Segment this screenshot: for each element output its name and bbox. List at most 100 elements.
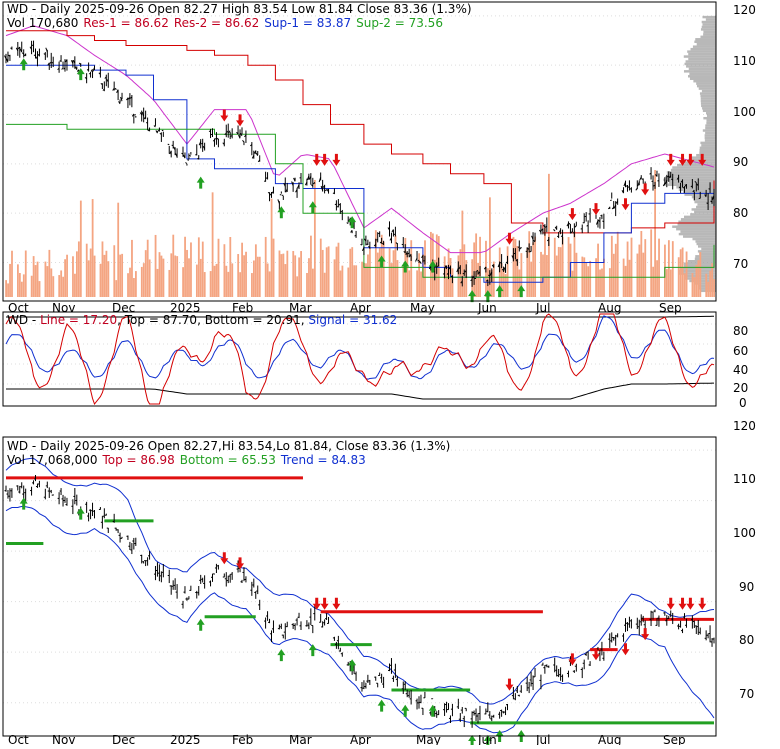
volume-bar [168,270,170,297]
volume-bar [625,266,627,297]
price-panel-title: WD - Daily 2025-09-26 Open 82.27 High 83… [7,2,472,16]
month-label: Feb [232,301,253,315]
profile-bar [701,100,716,102]
volume-bar [631,238,633,297]
volume-bar [314,180,316,297]
profile-bar [686,60,716,62]
profile-bar [701,144,716,146]
volume-bar [102,241,104,297]
volume-bar [229,237,231,297]
volume-bar [697,260,699,297]
profile-bar [706,18,716,20]
volume-bar [383,242,385,297]
profile-bar [695,258,716,260]
volume-bar [225,266,227,297]
volume-bar [159,252,161,297]
volume-bar [548,174,550,297]
volume-bar [656,260,658,297]
volume-bar [534,237,536,297]
profile-bar [684,70,716,72]
osc-tick: 80 [733,324,748,338]
profile-bar [683,235,716,237]
volume-bar [161,256,163,297]
profile-bar [705,127,716,129]
volume-bar [253,260,255,297]
profile-bar [700,92,716,94]
volume-bar [696,265,698,297]
month-label: Feb [232,733,253,745]
profile-bar [689,73,716,75]
oscillator-panel-title: WD - Line = 17.20, Top = 87.70, Bottom =… [7,313,397,327]
profile-bar [684,216,716,218]
volume-bar [202,242,204,297]
volume-bar [597,244,599,297]
volume-bar [78,241,80,297]
profile-bar [705,124,716,126]
month-label: Mar [289,301,312,315]
volume-bar [90,249,92,297]
volume-bar [599,270,601,297]
volume-bar [224,244,226,297]
volume-bar [638,245,640,297]
trend-tick: 70 [739,687,754,701]
volume-bar [589,261,591,297]
profile-bar [667,174,716,176]
month-label: Dec [112,733,135,745]
volume-bar [361,262,363,297]
volume-bar [286,251,288,297]
sup1-label: Sup-1 = 83.87 [264,16,351,30]
trend-tick: 80 [739,633,754,647]
profile-bar [688,75,716,77]
volume-bar [174,255,176,297]
profile-bar [702,90,716,92]
profile-bar [688,260,716,262]
price-tick-mark [325,190,327,191]
volume-bar [340,270,342,297]
volume-bar [699,252,701,297]
osc-line-label: Line = 17.20 [40,313,117,327]
price-tick-mark [89,73,91,74]
profile-bar [697,243,716,245]
volume-bar [94,256,96,297]
volume-bar [353,265,355,297]
volume-bar [546,255,548,297]
price-tick-mark [264,181,266,182]
volume-bar [5,280,7,297]
volume-bar [363,263,365,297]
profile-bar [702,16,716,18]
month-label: Sep [659,301,682,315]
price-tick-mark [626,186,628,187]
volume-bar [66,255,68,297]
month-label: Oct [8,733,29,745]
volume-bar [568,237,570,297]
volume-bar [705,274,707,297]
profile-bar [702,26,716,28]
profile-bar [697,85,716,87]
volume-bar [544,228,546,297]
profile-bar [695,255,716,257]
profile-bar [702,21,716,23]
volume-bar [611,236,613,297]
volume-bar [640,231,642,297]
volume-label: Vol 170,680 [7,16,78,30]
volume-bar [560,247,562,297]
profile-bar [707,115,716,117]
volume-bar [58,275,60,297]
price-tick-mark [502,269,504,270]
volume-bar [283,254,285,297]
price-tick-mark [335,204,337,205]
volume-bar [654,170,656,297]
profile-bar [706,112,716,114]
profile-bar [690,213,716,215]
profile-bar [699,87,716,89]
profile-bar [695,38,716,40]
volume-bar [308,258,310,297]
volume-bar [50,268,52,297]
volume-bar [279,251,281,297]
volume-bar [259,257,261,297]
volume-bar [200,259,202,297]
profile-bar [702,107,716,109]
volume-bar [72,256,74,297]
volume-bar [416,270,418,297]
